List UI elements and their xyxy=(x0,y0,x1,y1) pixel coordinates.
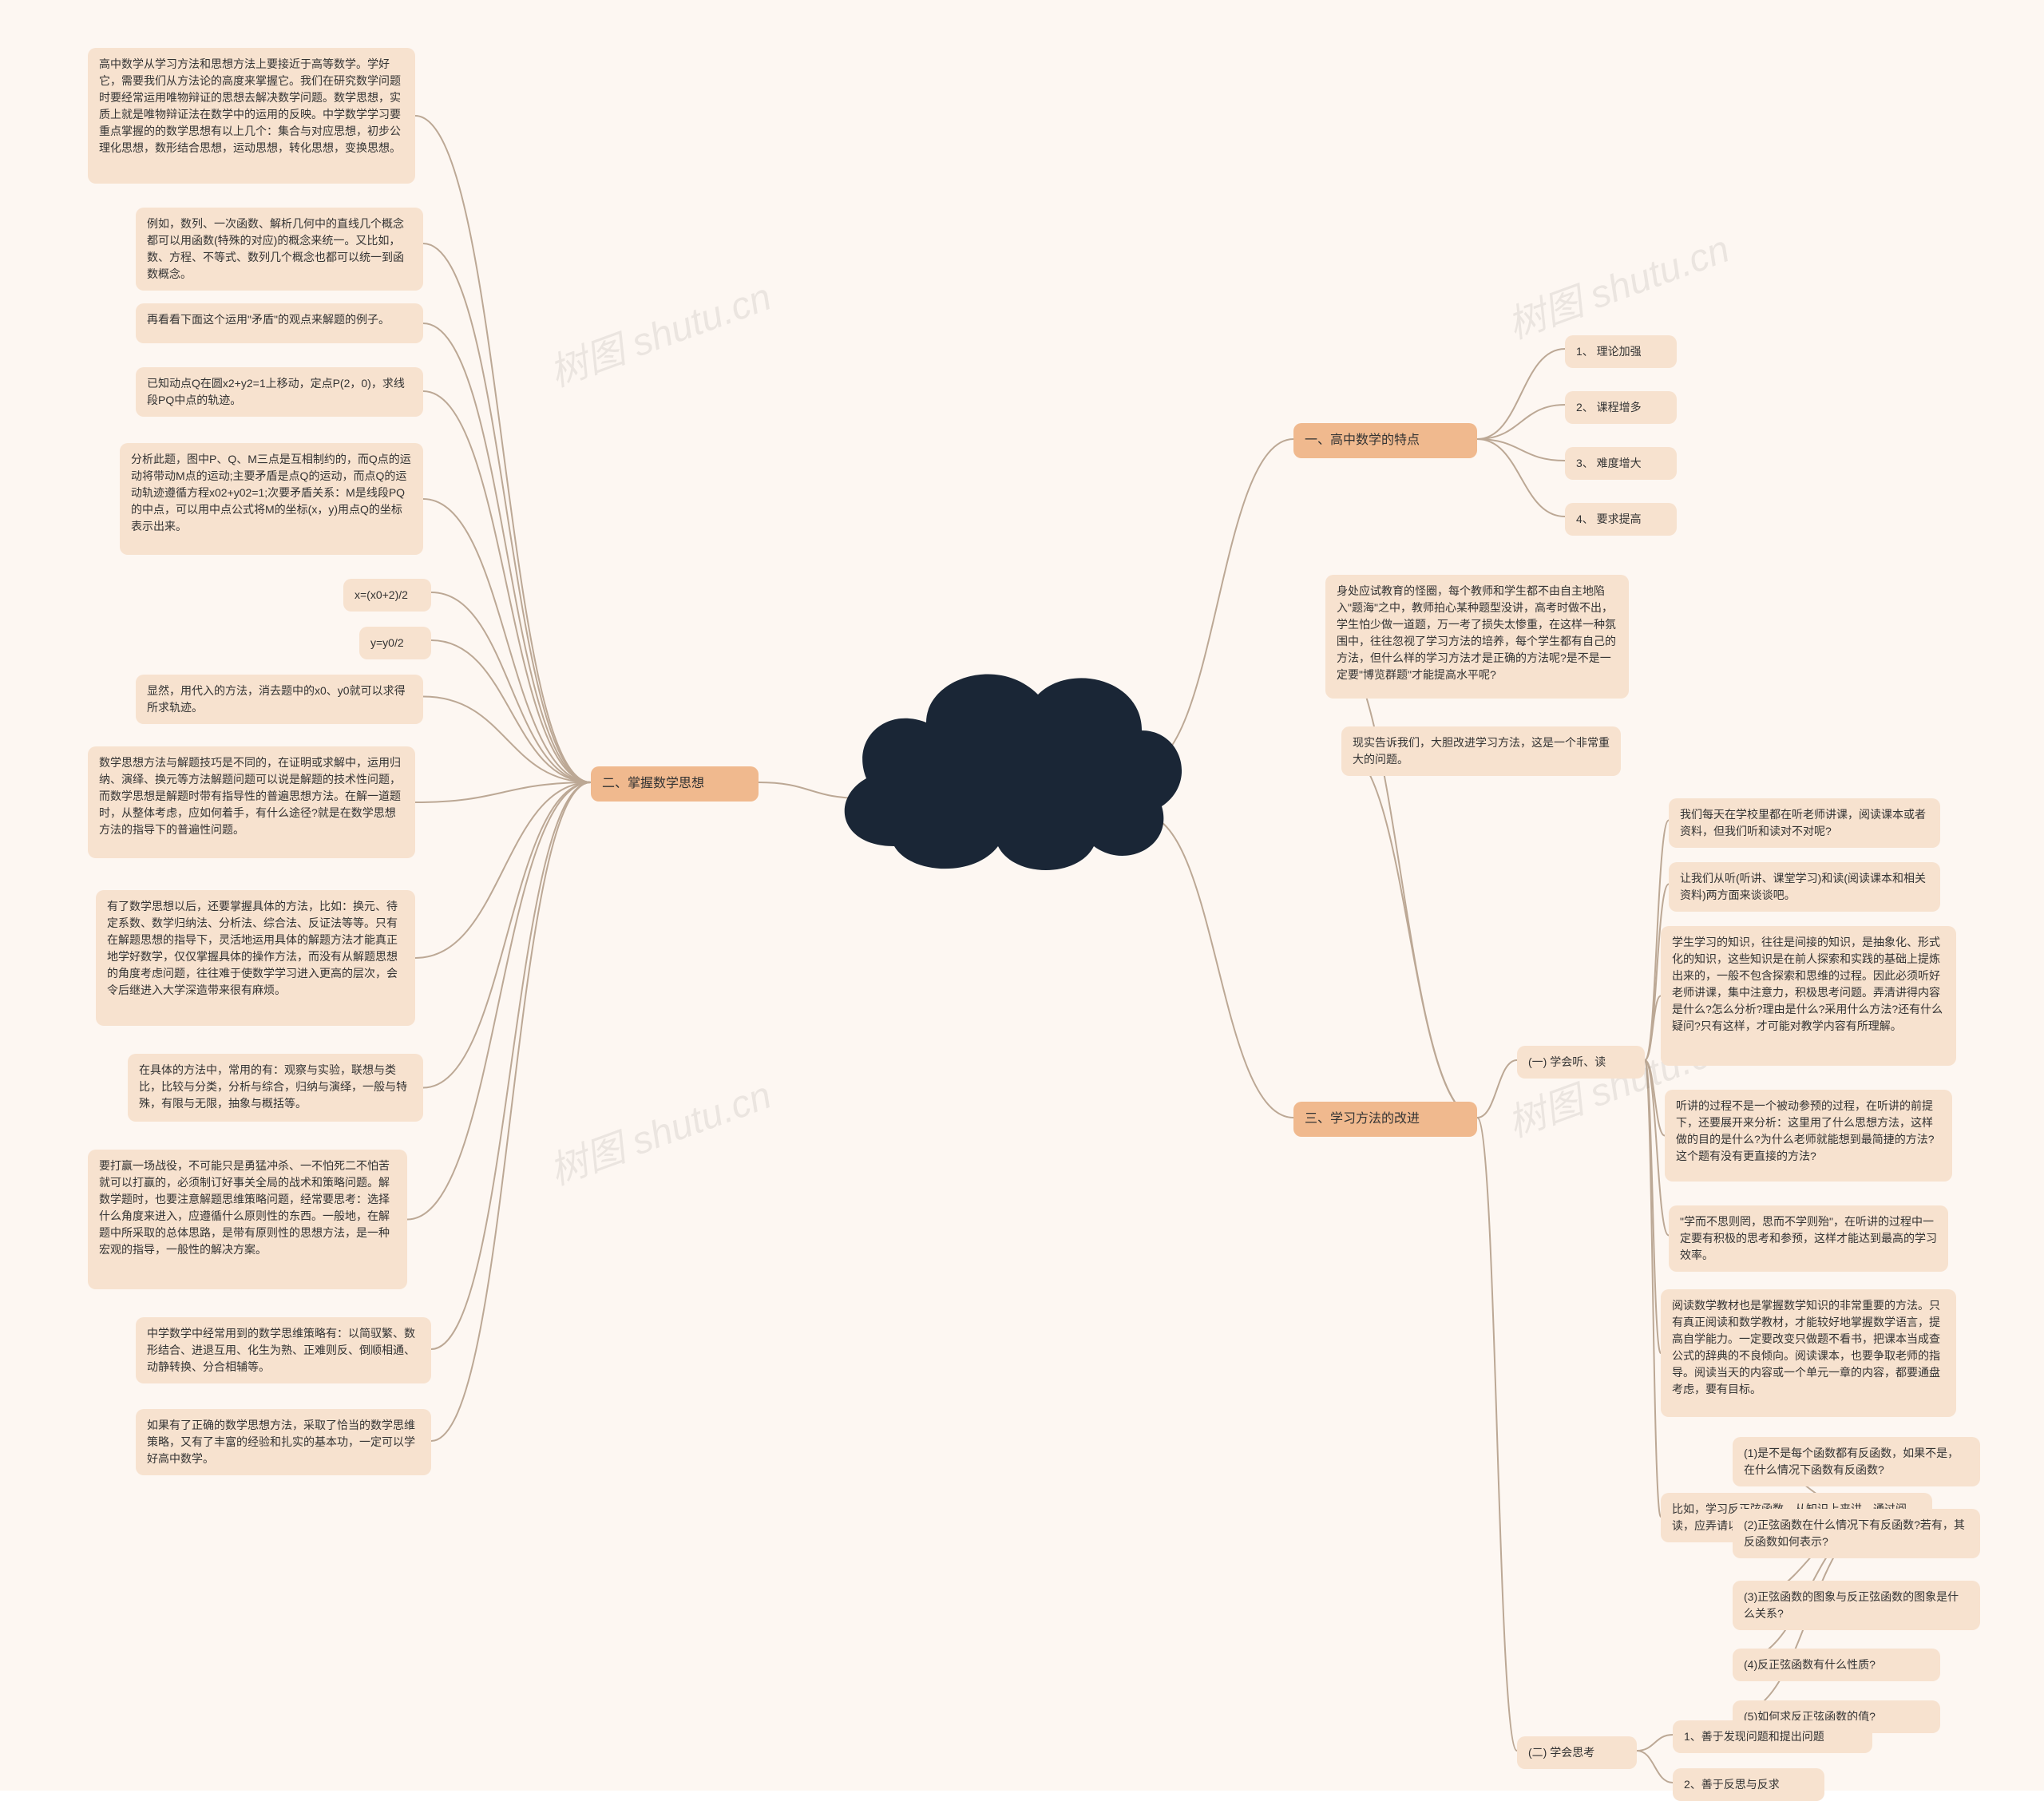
mindmap-node: 三、学习方法的改进 xyxy=(1293,1102,1477,1137)
mindmap-node: y=y0/2 xyxy=(359,627,431,659)
watermark: 树图 shutu.cn xyxy=(541,1063,778,1195)
mindmap-node: 要打赢一场战役，不可能只是勇猛冲杀、一不怕死二不怕苦就可以打赢的，必须制订好事关… xyxy=(88,1150,407,1289)
mindmap-node: 我们每天在学校里都在听老师讲课，阅读课本或者资料，但我们听和读对不对呢? xyxy=(1669,798,1940,848)
mindmap-node: 有了数学思想以后，还要掌握具体的方法，比如：换元、待定系数、数学归纳法、分析法、… xyxy=(96,890,415,1026)
mindmap-node: 身处应试教育的怪圈，每个教师和学生都不由自主地陷入"题海"之中，教师拍心某种题型… xyxy=(1325,575,1629,699)
mindmap-node: 分析此题，图中P、Q、M三点是互相制约的，而Q点的运动将带动M点的运动;主要矛盾… xyxy=(120,443,423,555)
mindmap-node: 阅读数学教材也是掌握数学知识的非常重要的方法。只有真正阅读和数学教材，才能较好地… xyxy=(1661,1289,1956,1417)
mindmap-node: 数学思想方法与解题技巧是不同的，在证明或求解中，运用归纳、演绎、换元等方法解题问… xyxy=(88,746,415,858)
mindmap-node: 4、 要求提高 xyxy=(1565,503,1677,536)
mindmap-node: 2、善于反思与反求 xyxy=(1673,1768,1824,1801)
mindmap-node: 显然，用代入的方法，消去题中的x0、y0就可以求得所求轨迹。 xyxy=(136,675,423,724)
mindmap-node: (1)是不是每个函数都有反函数，如果不是，在什么情况下函数有反函数? xyxy=(1733,1437,1980,1486)
mindmap-node: (2)正弦函数在什么情况下有反函数?若有，其反函数如何表示? xyxy=(1733,1509,1980,1558)
mindmap-node: 中学数学中经常用到的数学思维策略有：以简驭繁、数形结合、进退互用、化生为熟、正难… xyxy=(136,1317,431,1383)
mindmap-node: 1、善于发现问题和提出问题 xyxy=(1673,1720,1872,1753)
mindmap-node: (3)正弦函数的图象与反正弦函数的图象是什么关系? xyxy=(1733,1581,1980,1630)
mindmap-node: 一、高中数学的特点 xyxy=(1293,423,1477,458)
mindmap-node: 已知动点Q在圆x2+y2=1上移动，定点P(2，0)，求线段PQ中点的轨迹。 xyxy=(136,367,423,417)
mindmap-node: 现实告诉我们，大胆改进学习方法，这是一个非常重大的问题。 xyxy=(1341,726,1621,776)
mindmap-node: 1、 理论加强 xyxy=(1565,335,1677,368)
watermark: 树图 shutu.cn xyxy=(1499,217,1736,349)
mindmap-node: 学生学习的知识，往往是间接的知识，是抽象化、形式化的知识，这些知识是在前人探索和… xyxy=(1661,926,1956,1066)
mindmap-node: (二) 学会思考 xyxy=(1517,1736,1637,1769)
mindmap-node: 二、掌握数学思想 xyxy=(591,766,759,802)
mindmap-node: 让我们从听(听讲、课堂学习)和读(阅读课本和相关资料)两方面来谈谈吧。 xyxy=(1669,862,1940,912)
mindmap-node: 2、 课程增多 xyxy=(1565,391,1677,424)
mindmap-node: 在具体的方法中，常用的有：观察与实验，联想与类比，比较与分类，分析与综合，归纳与… xyxy=(128,1054,423,1122)
mindmap-node: (一) 学会听、读 xyxy=(1517,1046,1645,1079)
mindmap-node: 3、 难度增大 xyxy=(1565,447,1677,480)
center-text: 高中数学学习的最好方法 xyxy=(901,817,1095,843)
mindmap-node: (4)反正弦函数有什么性质? xyxy=(1733,1649,1940,1681)
mindmap-node: "学而不思则罔，思而不学则殆"，在听讲的过程中一定要有积极的思考和参预，这样才能… xyxy=(1669,1205,1948,1272)
mindmap-node: 再看看下面这个运用"矛盾"的观点来解题的例子。 xyxy=(136,303,423,343)
mindmap-node: 如果有了正确的数学思想方法，采取了恰当的数学思维策略，又有了丰富的经验和扎实的基… xyxy=(136,1409,431,1475)
mindmap-node: x=(x0+2)/2 xyxy=(343,579,431,612)
mindmap-node: 例如，数列、一次函数、解析几何中的直线几个概念都可以用函数(特殊的对应)的概念来… xyxy=(136,208,423,291)
center-node: 高中数学学习的最好方法 xyxy=(830,718,1166,942)
mindmap-canvas: 高中数学学习的最好方法 树图 shutu.cn 树图 shutu.cn 树图 shu… xyxy=(0,0,2044,1791)
mindmap-node: 高中数学从学习方法和思想方法上要接近于高等数学。学好它，需要我们从方法论的高度来… xyxy=(88,48,415,184)
mindmap-node: 听讲的过程不是一个被动参预的过程，在听讲的前提下，还要展开来分析：这里用了什么思… xyxy=(1665,1090,1952,1182)
watermark: 树图 shutu.cn xyxy=(541,265,778,397)
